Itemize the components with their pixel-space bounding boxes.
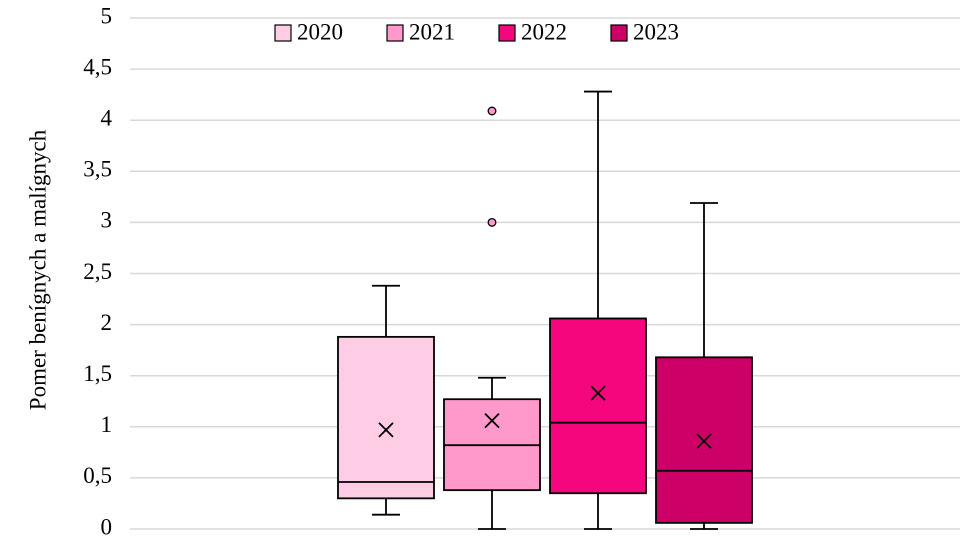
y-tick-label: 0,5	[83, 463, 112, 488]
y-tick-label: 2	[101, 310, 113, 335]
outlier	[487, 106, 497, 116]
box	[549, 317, 647, 495]
mean-marker	[590, 385, 606, 401]
legend-swatch	[498, 24, 516, 42]
y-tick-label: 3	[101, 208, 113, 233]
legend-label: 2020	[297, 19, 343, 44]
legend-swatch	[610, 24, 628, 42]
box	[337, 335, 435, 500]
y-axis-title: Pomer benígnych a malígnych	[25, 129, 50, 410]
mean-marker	[378, 422, 394, 438]
legend-swatch	[274, 24, 292, 42]
y-tick-label: 2,5	[83, 259, 112, 284]
outlier	[487, 217, 497, 227]
y-tick-label: 4	[101, 105, 113, 130]
y-tick-label: 4,5	[83, 54, 112, 79]
y-tick-label: 5	[101, 3, 113, 28]
y-tick-label: 0	[101, 514, 113, 539]
y-tick-label: 1	[101, 412, 113, 437]
y-tick-label: 3,5	[83, 157, 112, 182]
mean-marker	[484, 413, 500, 429]
legend-swatch	[386, 24, 404, 42]
y-tick-label: 1,5	[83, 361, 112, 386]
legend-label: 2023	[633, 19, 679, 44]
legend-label: 2022	[521, 19, 567, 44]
legend-label: 2021	[409, 19, 455, 44]
mean-marker	[696, 433, 712, 449]
